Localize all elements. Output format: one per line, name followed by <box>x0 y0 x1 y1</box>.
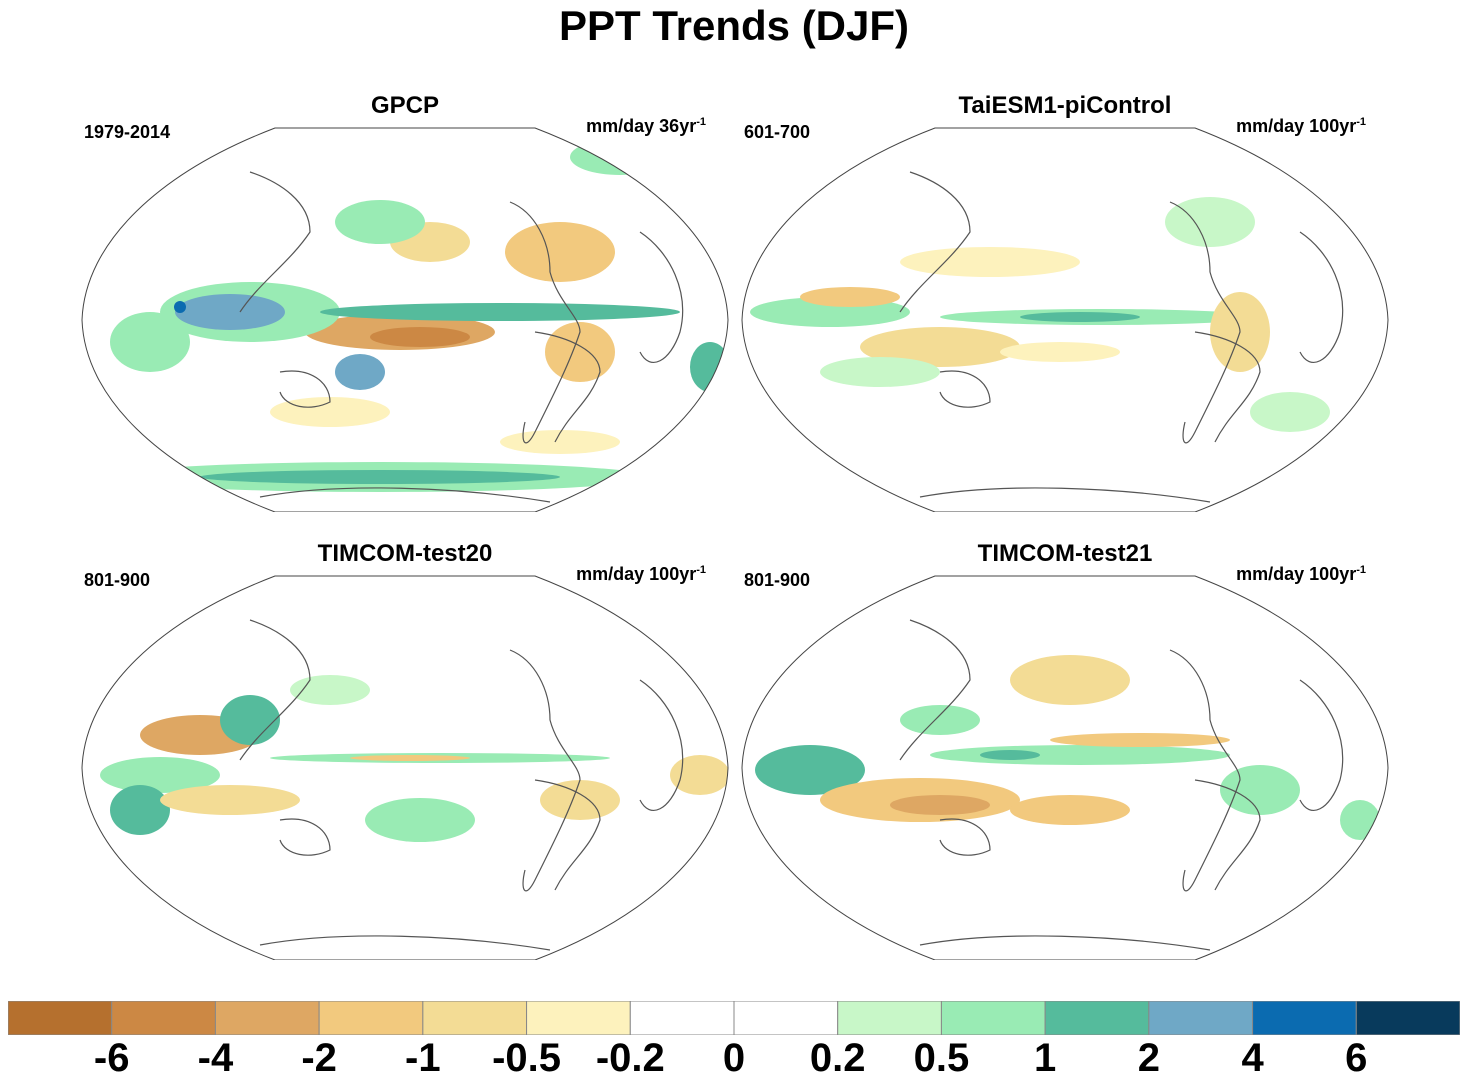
map-gpcp <box>81 127 729 512</box>
colorbar-box <box>214 1001 320 1035</box>
colorbar <box>8 1001 1460 1035</box>
colorbar-box <box>111 1001 216 1035</box>
panel-timcom-test21: TIMCOM-test21 801-900 mm/day 100yr-1 <box>740 540 1400 960</box>
colorbar-tick-label: -0.5 <box>492 1036 562 1080</box>
map-timcom-test20 <box>81 575 729 960</box>
colorbar-box <box>526 1001 631 1035</box>
colorbar-tick-label: -4 <box>197 1036 234 1080</box>
panel-units: mm/day 100yr-1 <box>1236 116 1366 136</box>
panel-period: 1979-2014 <box>84 122 171 142</box>
panel-title: TIMCOM-test21 <box>977 540 1153 567</box>
panel-units: mm/day 100yr-1 <box>1236 564 1366 584</box>
colorbar-box <box>629 1001 735 1035</box>
colorbar-box <box>837 1001 942 1035</box>
figure-title: PPT Trends (DJF) <box>558 2 910 49</box>
panel-period: 801-900 <box>744 570 811 590</box>
colorbar-tick-label: -6 <box>93 1036 130 1080</box>
colorbar-box <box>1044 1001 1150 1035</box>
colorbar-tick-label: 0.5 <box>913 1036 970 1080</box>
colorbar-tick-label: 0.2 <box>809 1036 866 1080</box>
colorbar-tick-label: -2 <box>301 1036 337 1080</box>
colorbar-box <box>940 1001 1046 1035</box>
panel-taiesm1: TaiESM1-piControl 601-700 mm/day 100yr-1 <box>740 92 1400 512</box>
colorbar-boxes <box>8 1001 1460 1035</box>
panel-period: 601-700 <box>744 122 811 142</box>
colorbar-box <box>1355 1001 1460 1035</box>
colorbar-box <box>733 1001 839 1035</box>
panel-units: mm/day 100yr-1 <box>576 564 706 584</box>
colorbar-box <box>8 1001 113 1035</box>
panel-gpcp: GPCP 1979-2014 mm/day 36yr-1 <box>80 92 740 512</box>
colorbar-tick-label: 2 <box>1137 1036 1160 1080</box>
panel-title: TaiESM1-piControl <box>958 92 1172 119</box>
colorbar-tick-label: 1 <box>1034 1036 1057 1080</box>
colorbar-box <box>1148 1001 1254 1035</box>
colorbar-tick-label: -1 <box>405 1036 441 1080</box>
colorbar-box <box>422 1001 528 1035</box>
colorbar-box <box>1252 1001 1357 1035</box>
map-timcom-test21 <box>741 575 1389 960</box>
colorbar-tick-label: 6 <box>1345 1036 1368 1080</box>
colorbar-box <box>318 1001 424 1035</box>
map-taiesm1 <box>741 127 1389 512</box>
colorbar-tick-label: -0.2 <box>595 1036 665 1080</box>
colorbar-tick-label: 4 <box>1241 1036 1264 1080</box>
panel-units: mm/day 36yr-1 <box>586 116 706 136</box>
panel-period: 801-900 <box>84 570 151 590</box>
panel-title: GPCP <box>370 92 439 119</box>
panel-timcom-test20: TIMCOM-test20 801-900 mm/day 100yr-1 <box>80 540 740 960</box>
panel-title: TIMCOM-test20 <box>317 540 493 567</box>
colorbar-tick-label: 0 <box>722 1036 746 1080</box>
